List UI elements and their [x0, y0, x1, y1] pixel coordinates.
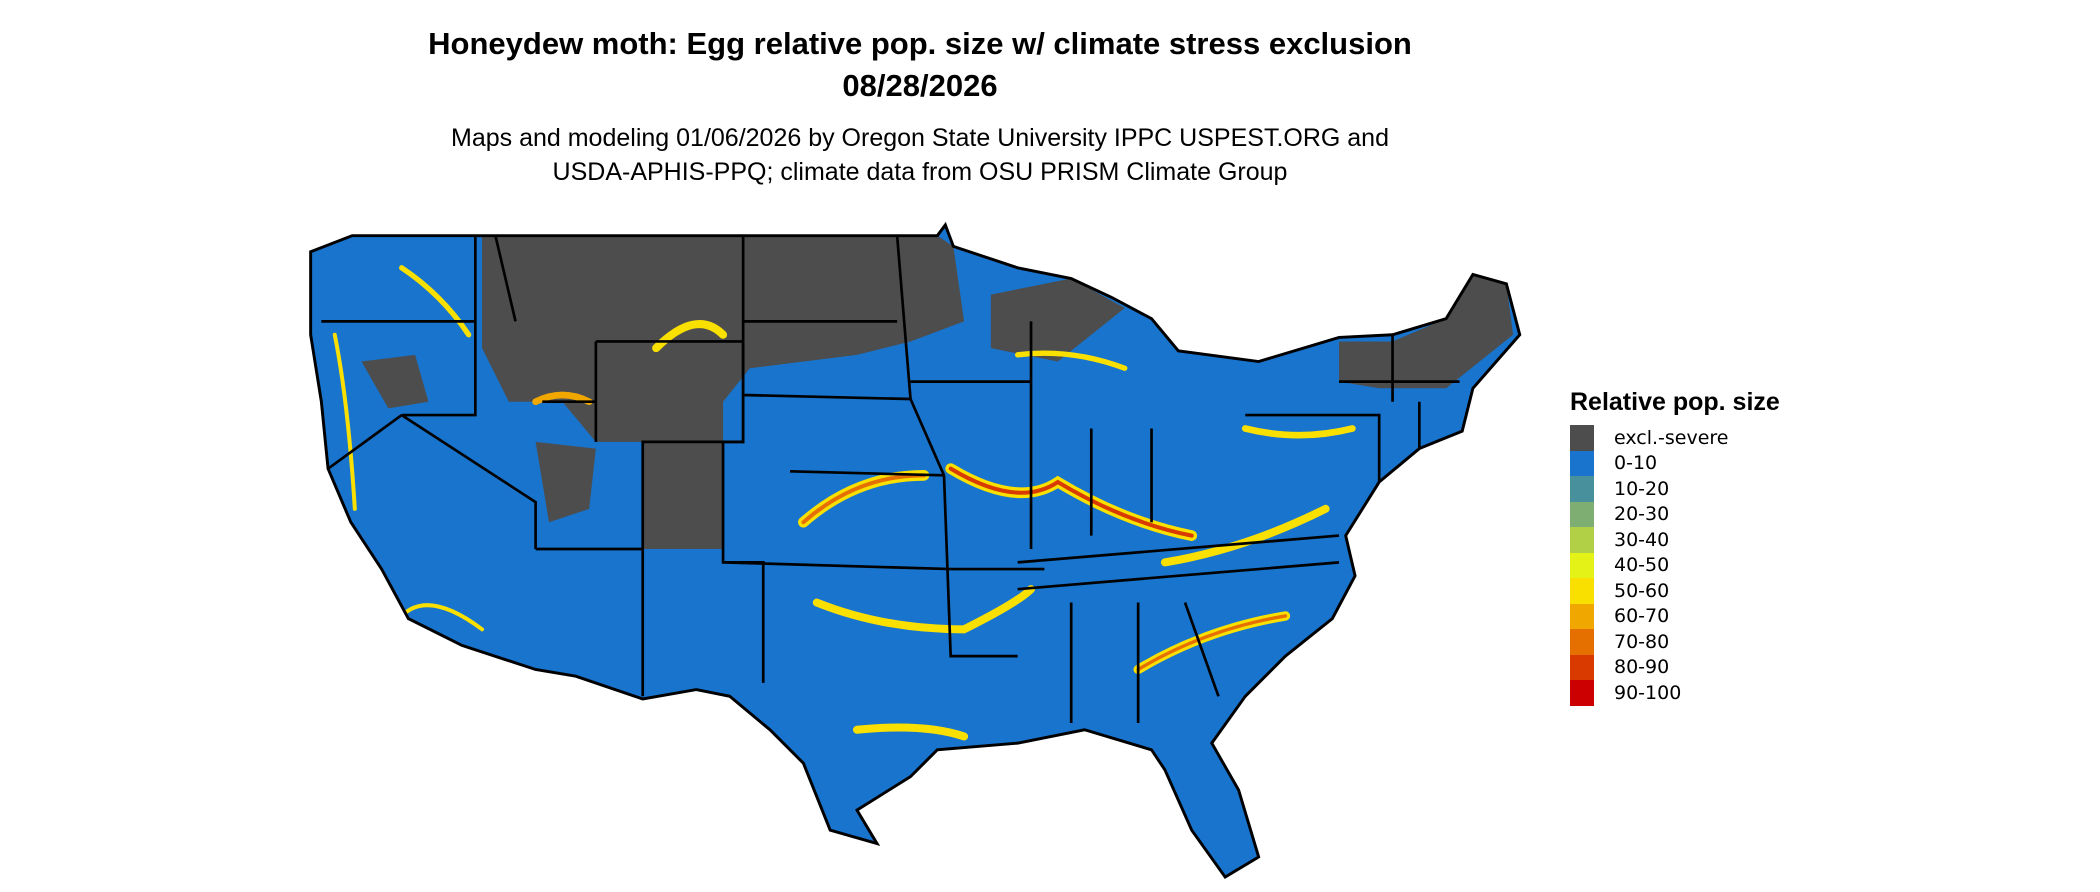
legend-title: Relative pop. size — [1570, 388, 1780, 416]
legend-item: 40-50 — [1570, 552, 1780, 578]
map-date: 08/28/2026 — [842, 68, 998, 103]
legend-label: 10-20 — [1614, 477, 1670, 500]
high-population-streaks — [332, 265, 1356, 741]
map-subtitle-line2: USDA-APHIS-PPQ; climate data from OSU PR… — [552, 158, 1288, 186]
legend-item: 80-90 — [1570, 654, 1780, 680]
legend-label: 70-80 — [1614, 630, 1670, 653]
map-title: Honeydew moth: Egg relative pop. size w/… — [428, 26, 1412, 61]
legend-item: 50-60 — [1570, 578, 1780, 604]
state-borders — [309, 223, 1522, 879]
legend-label: 90-100 — [1614, 681, 1682, 704]
legend-label: 20-30 — [1614, 503, 1670, 526]
legend-swatch — [1570, 578, 1594, 604]
legend-label: 60-70 — [1614, 605, 1670, 628]
legend-label: 40-50 — [1614, 554, 1670, 577]
legend-label: 0-10 — [1614, 452, 1658, 475]
legend-swatch — [1570, 629, 1594, 655]
legend-swatch — [1570, 476, 1594, 502]
legend-swatch — [1570, 654, 1594, 680]
legend-label: 50-60 — [1614, 579, 1670, 602]
legend-item: 20-30 — [1570, 501, 1780, 527]
legend-item: excl.-severe — [1570, 425, 1780, 451]
legend-item: 0-10 — [1570, 450, 1780, 476]
legend-item: 60-70 — [1570, 603, 1780, 629]
legend-swatch — [1570, 680, 1594, 706]
legend-swatch — [1570, 425, 1594, 451]
legend-swatch — [1570, 501, 1594, 527]
legend-swatch — [1570, 552, 1594, 578]
legend-swatch — [1570, 603, 1594, 629]
legend-label: excl.-severe — [1614, 426, 1729, 449]
legend-item: 70-80 — [1570, 629, 1780, 655]
legend-label: 30-40 — [1614, 528, 1670, 551]
legend-items: excl.-severe 0-10 10-20 20-30 30-40 40-50 50-6… — [1570, 425, 1780, 706]
legend-label: 80-90 — [1614, 656, 1670, 679]
map-subtitle-line1: Maps and modeling 01/06/2026 by Oregon S… — [451, 124, 1389, 152]
legend-swatch — [1570, 450, 1594, 476]
legend-item: 30-40 — [1570, 527, 1780, 553]
legend-swatch — [1570, 527, 1594, 553]
legend: Relative pop. size excl.-severe 0-10 10-20… — [1570, 388, 1780, 706]
excluded-regions — [361, 235, 1514, 549]
legend-item: 90-100 — [1570, 680, 1780, 706]
legend-item: 10-20 — [1570, 476, 1780, 502]
